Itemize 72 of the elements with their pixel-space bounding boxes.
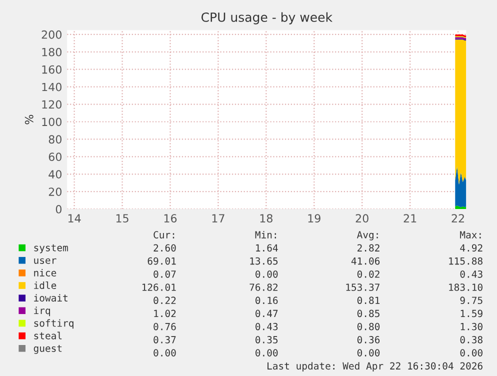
chart-title: CPU usage - by week	[201, 12, 332, 24]
text: 2.82	[358, 244, 380, 252]
text: 0.43	[460, 270, 482, 278]
x-tick-label: 18	[260, 214, 272, 223]
text: 0.76	[154, 322, 176, 330]
y-tick-label: 40	[48, 170, 62, 179]
y-tick-label: 80	[48, 135, 62, 144]
text: 183.10	[449, 284, 482, 291]
x-tick-label: 22	[452, 214, 464, 222]
text: 0.38	[460, 336, 482, 344]
text: 0.22	[154, 296, 176, 304]
legend-label: system	[34, 244, 68, 254]
y-axis-title: %	[24, 114, 34, 124]
text: 0.47	[256, 310, 278, 318]
y-tick-label: 120	[42, 100, 62, 109]
legend-label: irq	[34, 306, 50, 316]
text: 41.06	[351, 257, 380, 265]
y-tick-label: 60	[48, 152, 62, 162]
text: 153.37	[346, 284, 380, 291]
text: 0.00	[256, 349, 278, 356]
y-tick-label: 140	[42, 82, 62, 92]
text: 126.01	[142, 284, 176, 291]
text: 4.92	[460, 244, 482, 252]
text: 0.36	[357, 336, 380, 344]
text: 0.02	[357, 270, 380, 278]
legend-label: guest	[34, 344, 62, 354]
text: 115.88	[449, 257, 482, 265]
text: 1.02	[154, 310, 176, 318]
text: 0.85	[357, 310, 380, 318]
text: 0.35	[256, 336, 278, 344]
y-tick-label: 20	[48, 188, 62, 196]
legend-label: softirq	[34, 319, 74, 329]
legend-label: idle	[34, 281, 56, 290]
x-tick-label: 21	[404, 214, 416, 222]
legend-label: user	[34, 258, 56, 264]
text: 1.64	[256, 244, 278, 252]
x-tick-label: 20	[356, 214, 368, 223]
text: 0.80	[357, 322, 380, 330]
text: 1.30	[460, 322, 482, 330]
y-tick-label: 200	[42, 30, 62, 39]
text: 0.00	[256, 270, 278, 278]
text: 69.01	[148, 257, 176, 265]
y-tick-label: 180	[42, 48, 62, 56]
text: 0.43	[256, 322, 278, 330]
text: Max:	[460, 231, 481, 238]
text: 76.82	[250, 284, 278, 291]
text: 2.60	[154, 244, 176, 252]
x-tick-label: 17	[212, 214, 224, 222]
y-tick-label: 100	[42, 118, 62, 126]
legend-label: nice	[34, 268, 56, 276]
x-tick-label: 16	[164, 214, 177, 223]
text: 0.00	[357, 349, 380, 356]
text: 0.16	[256, 296, 278, 304]
y-tick-label: 160	[42, 65, 62, 74]
text: 0.00	[154, 349, 176, 356]
text: Avg:	[356, 231, 378, 240]
text: Last update: Wed Apr 22 16:30:04 2026	[268, 362, 482, 372]
text: Cur:	[154, 231, 174, 238]
text: 0.37	[154, 336, 176, 344]
text: 0.81	[357, 296, 380, 304]
text: 0.00	[460, 349, 482, 356]
x-tick-label: 14	[68, 214, 81, 222]
legend-label: iowait	[34, 294, 68, 302]
text: 1.59	[460, 310, 482, 318]
x-tick-label: 15	[116, 214, 128, 223]
y-tick-label: 0	[56, 205, 62, 214]
text: 13.65	[250, 257, 278, 265]
legend-label: steal	[34, 332, 62, 340]
text: 0.07	[154, 270, 176, 278]
text: 9.75	[460, 296, 482, 304]
x-tick-label: 19	[308, 214, 320, 223]
text: Min:	[255, 230, 276, 238]
